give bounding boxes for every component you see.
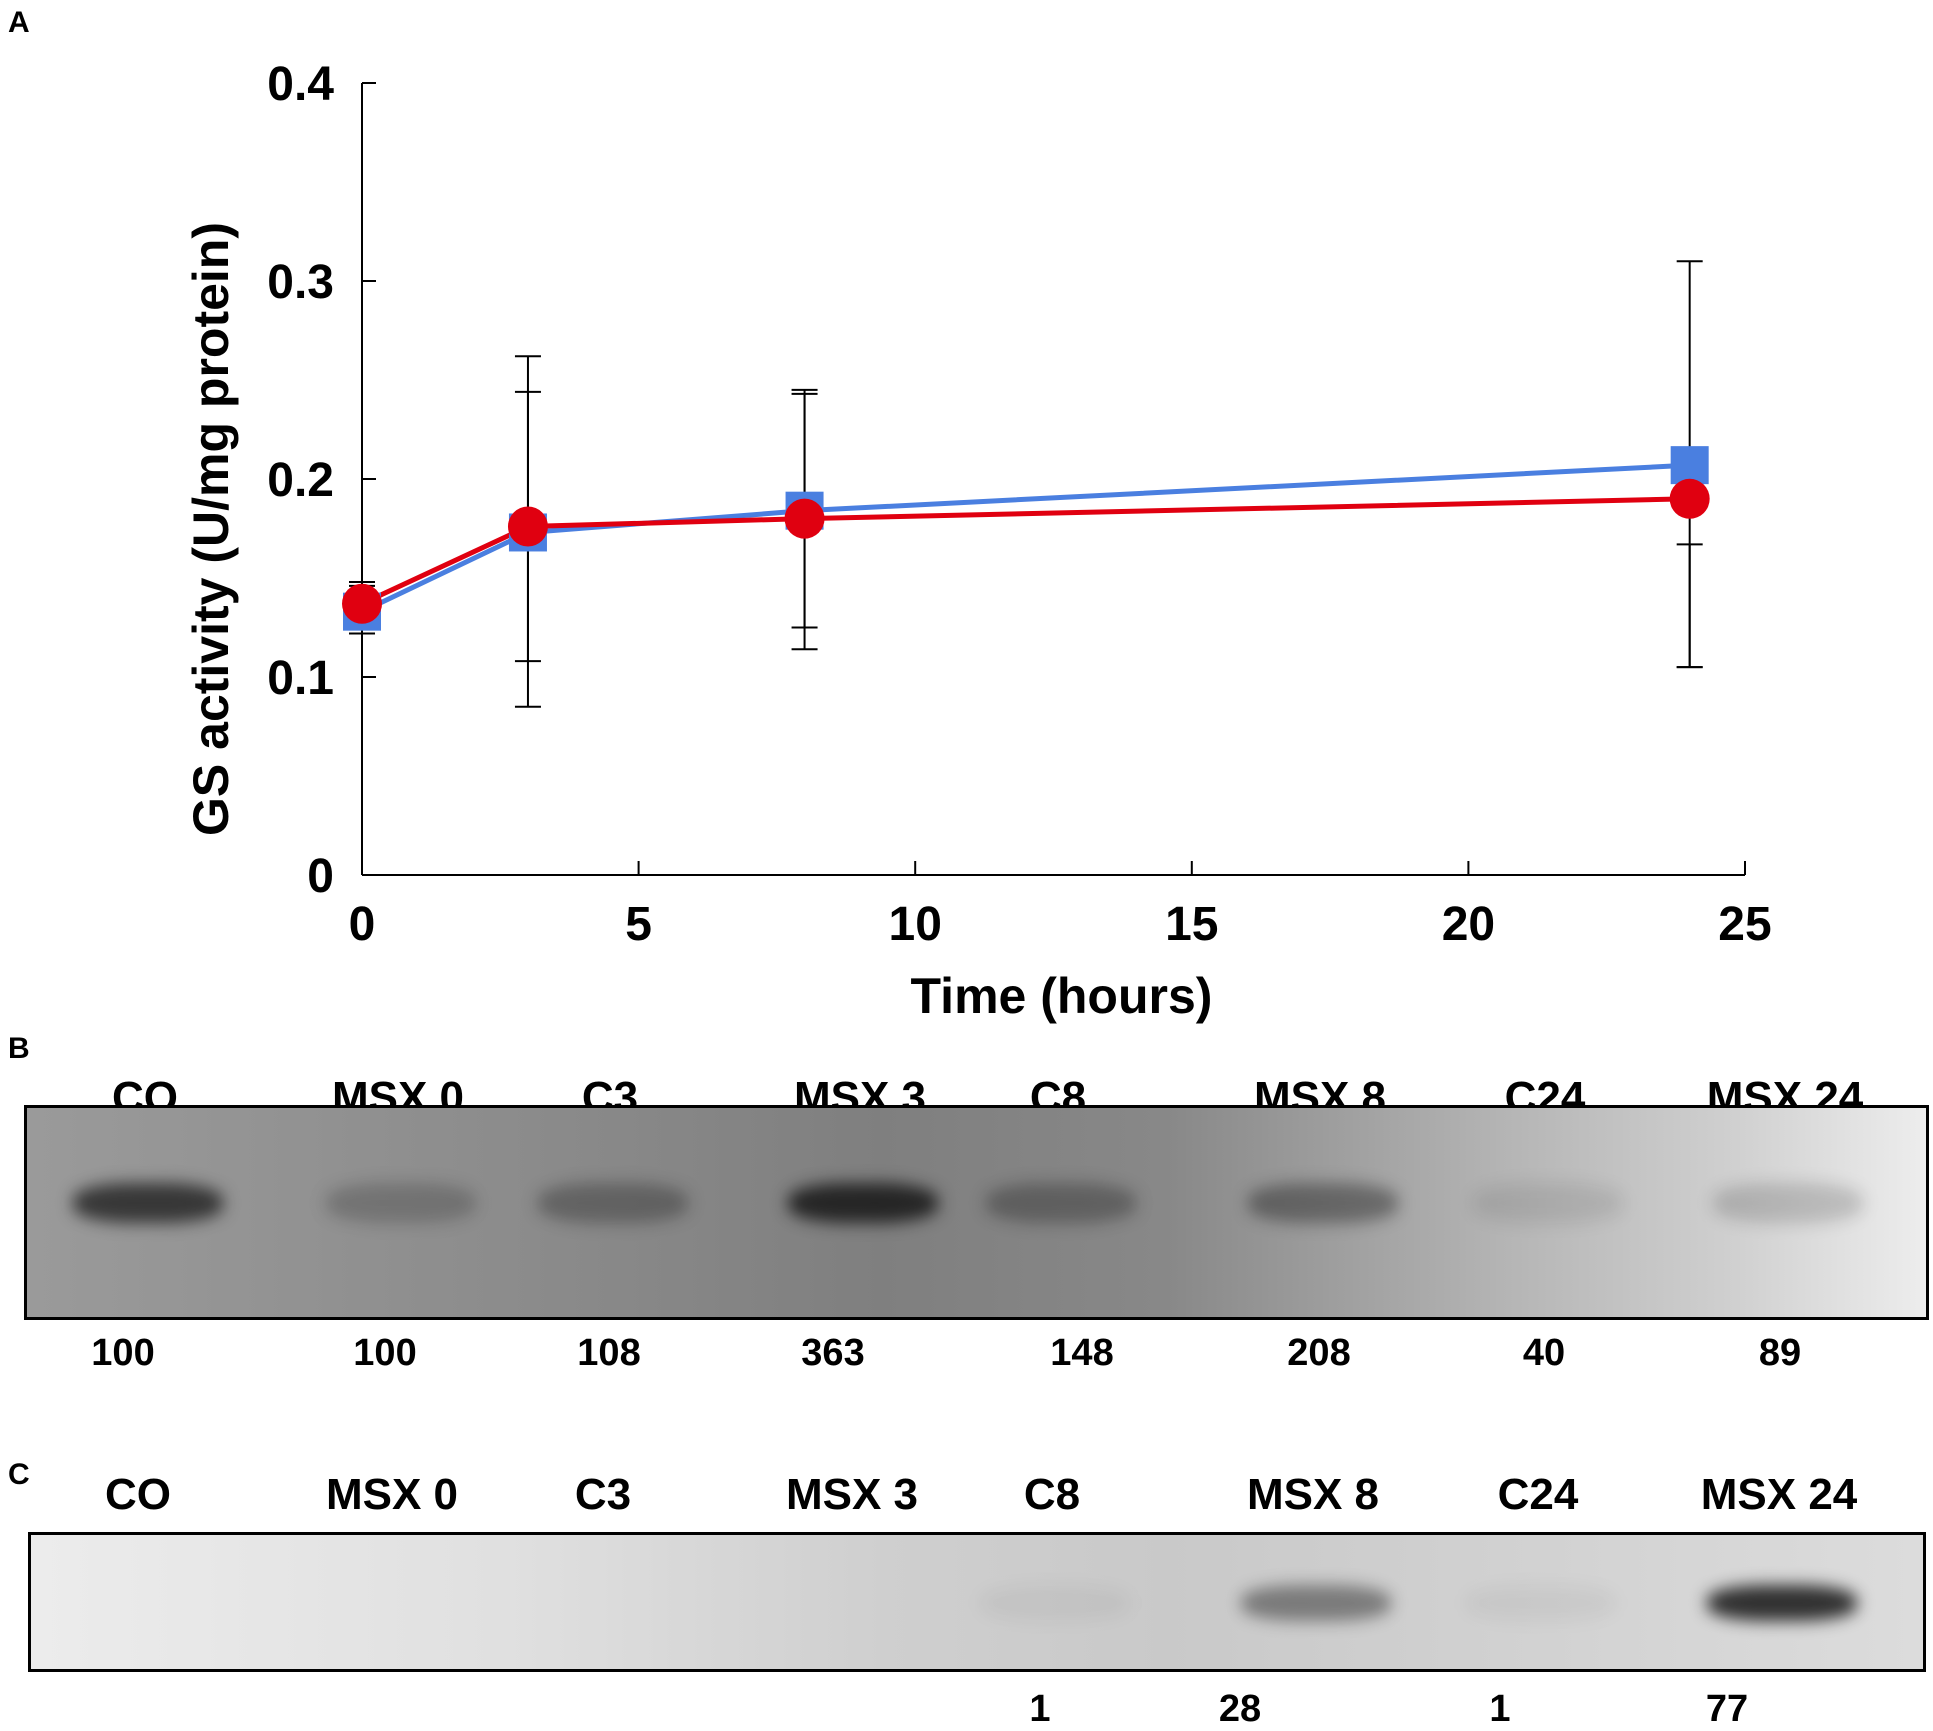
blot-c-lane-label-3: MSX 3 <box>785 1470 919 1519</box>
blot-c-band <box>980 1585 1130 1621</box>
x-tick-label: 15 <box>1165 898 1218 951</box>
blot-c-lane-label-7: MSX 24 <box>1700 1470 1858 1519</box>
data-point-red-circles <box>784 498 825 539</box>
x-axis-title: Time (hours) <box>911 968 1213 1024</box>
y-axis-title: GS activity (U/mg protein) <box>183 222 239 836</box>
blot-c-lane-label-1: MSX 0 <box>325 1470 459 1519</box>
blot-b-value-0: 100 <box>91 1332 155 1374</box>
blot-b-band <box>73 1183 223 1223</box>
blot-b-value-3: 363 <box>801 1332 865 1374</box>
error-bars <box>349 260 1703 708</box>
data-point-blue-squares <box>1670 446 1709 485</box>
blot-b-band <box>788 1183 938 1223</box>
blot-c-band <box>1466 1585 1616 1621</box>
data-point-red-circles <box>342 583 382 624</box>
x-tick-label: 10 <box>889 898 942 951</box>
data-point-red-circles <box>1669 478 1710 519</box>
blot-c-value-7: 77 <box>1705 1688 1749 1730</box>
blot-c-lane-label-0: CO <box>105 1470 171 1519</box>
blot-c-image <box>28 1532 1926 1672</box>
blot-c-lane-label-5: MSX 8 <box>1246 1470 1380 1519</box>
blot-c-value-5: 28 <box>1218 1688 1262 1730</box>
axis-labels: 0 0.1 0.2 0.3 0.4 0 5 10 15 20 25 Time (hours) GS ac… <box>183 58 1772 1024</box>
blot-c-value-6: 1 <box>1489 1688 1511 1730</box>
panel-label-a: A <box>8 6 30 39</box>
blot-b-band <box>1473 1183 1623 1223</box>
blot-b-band <box>538 1183 688 1223</box>
series-lines <box>360 462 1690 614</box>
blot-c-lane-label-6: C24 <box>1497 1470 1579 1519</box>
y-tick-label: 0.4 <box>267 58 334 111</box>
series-line-red-circles <box>360 496 1690 607</box>
blot-b-value-6: 40 <box>1522 1332 1566 1374</box>
y-tick-label: 0.1 <box>267 652 334 705</box>
blot-b-band <box>1713 1183 1863 1223</box>
blot-b-band <box>986 1183 1136 1223</box>
y-tick-label: 0.3 <box>267 256 334 309</box>
panel-label-c: C <box>8 1458 30 1491</box>
blot-b-band <box>1248 1183 1398 1223</box>
y-tick-label: 0 <box>307 850 334 903</box>
blot-b-value-5: 208 <box>1287 1332 1351 1374</box>
panel-label-b: B <box>8 1032 30 1065</box>
blot-b-value-7: 89 <box>1758 1332 1802 1374</box>
y-tick-label: 0.2 <box>267 454 334 507</box>
gs-activity-chart: 0 0.1 0.2 0.3 0.4 0 5 10 15 20 25 Time (hours) GS ac… <box>183 58 1772 1024</box>
blot-c-lane-label-2: C3 <box>574 1470 632 1519</box>
blot-b-value-1: 100 <box>353 1332 417 1374</box>
blot-c-band <box>1707 1585 1857 1621</box>
x-tick-label: 20 <box>1442 898 1495 951</box>
blot-c-band <box>1241 1585 1391 1621</box>
x-tick-label: 5 <box>625 898 652 951</box>
blot-c-value-4: 1 <box>1029 1688 1051 1730</box>
series-line-blue-squares <box>360 462 1690 614</box>
blot-c-lane-label-4: C8 <box>1023 1470 1081 1519</box>
blot-b-band <box>326 1183 476 1223</box>
blot-b-value-4: 148 <box>1050 1332 1114 1374</box>
blot-b-value-2: 108 <box>577 1332 641 1374</box>
data-point-red-circles <box>507 506 548 547</box>
series-markers <box>342 446 1710 631</box>
blot-b-image <box>24 1105 1929 1320</box>
axes <box>361 82 1746 876</box>
x-tick-label: 25 <box>1718 898 1771 951</box>
x-tick-label: 0 <box>349 898 376 951</box>
